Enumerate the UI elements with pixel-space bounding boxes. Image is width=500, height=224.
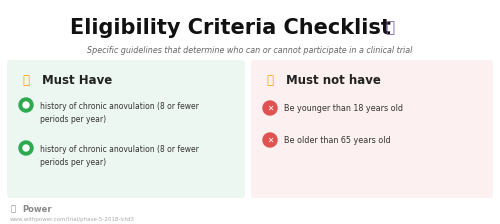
Text: www.withpower.com/trial/phase-5-2018-lctd3: www.withpower.com/trial/phase-5-2018-lct… xyxy=(10,217,135,222)
Circle shape xyxy=(19,141,33,155)
Text: ✕: ✕ xyxy=(267,103,273,112)
Text: Eligibility Criteria Checklist: Eligibility Criteria Checklist xyxy=(70,18,390,38)
Text: ✕: ✕ xyxy=(267,136,273,144)
Circle shape xyxy=(19,98,33,112)
Circle shape xyxy=(23,102,29,108)
Text: Power: Power xyxy=(22,205,52,213)
Text: 📋: 📋 xyxy=(386,21,394,35)
Text: ⏻: ⏻ xyxy=(10,205,16,213)
Circle shape xyxy=(23,145,29,151)
Text: Specific guidelines that determine who can or cannot participate in a clinical t: Specific guidelines that determine who c… xyxy=(88,45,412,54)
Text: 👎: 👎 xyxy=(266,73,274,86)
Text: Be younger than 18 years old: Be younger than 18 years old xyxy=(284,104,403,113)
Text: history of chronic anovulation (8 or fewer
periods per year): history of chronic anovulation (8 or few… xyxy=(40,145,199,167)
Text: Must not have: Must not have xyxy=(286,73,381,86)
Circle shape xyxy=(263,101,277,115)
Text: Be older than 65 years old: Be older than 65 years old xyxy=(284,136,391,145)
FancyBboxPatch shape xyxy=(251,60,493,198)
Text: Must Have: Must Have xyxy=(42,73,112,86)
Text: history of chronic anovulation (8 or fewer
periods per year): history of chronic anovulation (8 or few… xyxy=(40,102,199,124)
Text: 👍: 👍 xyxy=(22,73,30,86)
Circle shape xyxy=(263,133,277,147)
FancyBboxPatch shape xyxy=(7,60,245,198)
